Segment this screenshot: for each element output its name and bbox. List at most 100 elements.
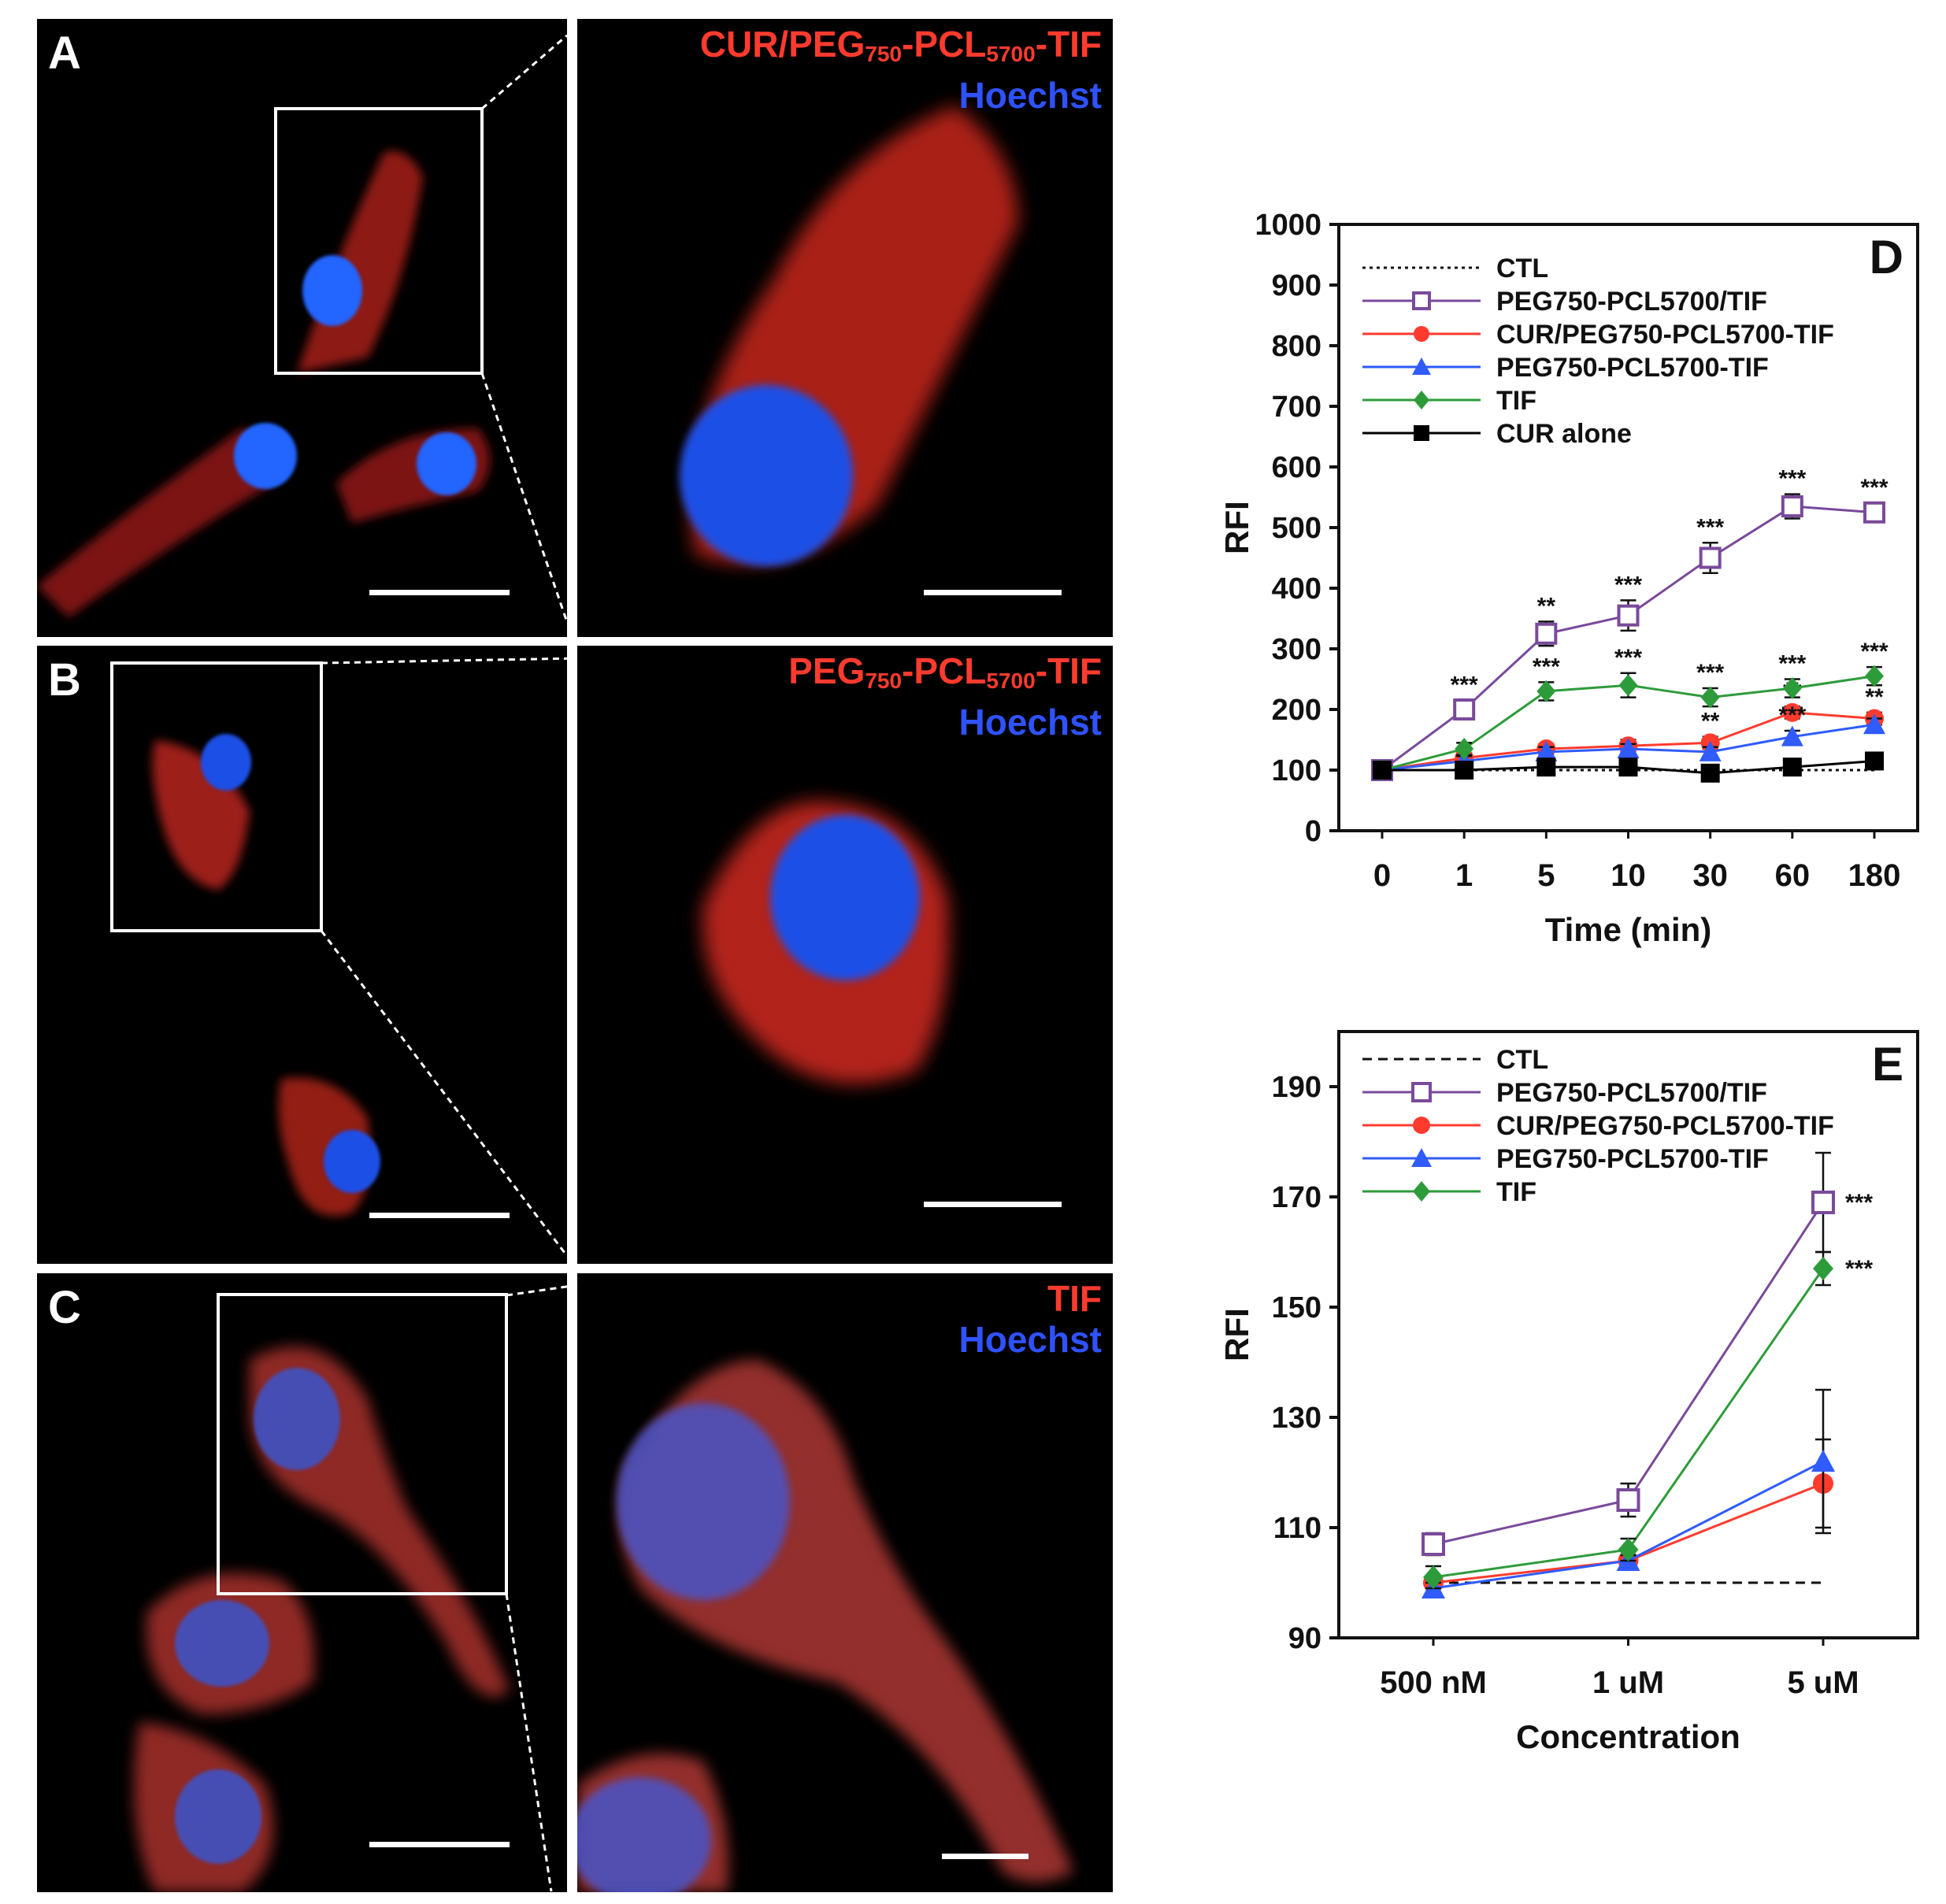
significance-label: *** [1845,1190,1873,1216]
data-point [1700,763,1720,783]
legend-marker [1412,357,1431,375]
significance-label: *** [1860,639,1888,665]
data-point [1781,725,1803,746]
legend-entry: CTL [1362,254,1548,283]
data-point [1865,751,1884,771]
data-point [1617,738,1640,759]
y-axis-label: RFI [1218,1308,1255,1361]
stain-legend-a: CUR/PEG750-PCL5700-TIF Hoechst [700,24,1102,116]
y-tick-label: 110 [1273,1512,1321,1545]
counterstain-label-b: Hoechst [958,702,1102,743]
stain-label-c: TIF [1047,1278,1102,1319]
significance-label: *** [1451,672,1478,698]
y-tick-label: 170 [1272,1181,1321,1214]
data-point [1699,546,1722,569]
y-tick-label: 800 [1272,330,1321,363]
x-tick-label: 0 [1373,858,1391,893]
y-tick-label: 150 [1272,1291,1321,1324]
significance-label: ** [1537,593,1556,619]
legend-marker [1414,425,1429,441]
data-point [1782,758,1802,777]
data-point [1782,677,1802,700]
y-tick-label: 200 [1272,694,1321,727]
legend-entry: TIF [1362,1177,1536,1207]
series-line [1381,505,1875,772]
data-point [1813,1257,1833,1280]
y-tick-label: 400 [1272,572,1321,606]
legend-label: PEG750-PCL5700-TIF [1496,1144,1769,1174]
legend-marker [1413,1117,1430,1134]
y-tick-label: 700 [1272,391,1321,424]
significance-label: *** [1696,660,1724,686]
micrograph-c-zoom: TIF Hoechst [577,1273,1113,1892]
data-point [1455,738,1474,761]
stain-label-a: CUR/PEG750-PCL5700-TIF [699,24,1102,66]
significance-label: *** [1778,702,1806,728]
x-tick-label: 10 [1611,858,1646,893]
legend-label: PEG750-PCL5700/TIF [1496,287,1767,317]
x-axis-label: Concentration [1516,1718,1740,1755]
data-point [1536,758,1556,777]
cell-image-a [37,107,490,617]
data-point [1535,740,1558,761]
cell-image-a-zoom [680,106,1018,566]
significance-label: ** [1865,684,1884,710]
significance-label: *** [1696,514,1724,540]
scale-bar [924,1202,1062,1207]
legend-entry: CUR/PEG750-PCL5700-TIF [1362,1111,1834,1141]
data-point [1423,1565,1444,1589]
series-peg750-pcl5700-tif: ************** *** [1371,466,1889,781]
y-tick-label: 0 [1305,815,1321,848]
cell-image-b-zoom [702,801,949,1084]
x-axis-label: Time (min) [1545,911,1712,948]
legend-entry: CTL [1362,1045,1548,1075]
data-point [1863,501,1885,524]
data-point [1618,674,1638,697]
micrograph-c-overview: C [37,1273,567,1892]
stain-legend-c: TIF Hoechst [959,1278,1102,1360]
micrograph-a-zoom: CUR/PEG750-PCL5700-TIF Hoechst [577,19,1113,637]
data-point [1535,622,1558,645]
y-tick-label: 90 [1288,1622,1321,1655]
legend-entry: CUR alone [1362,419,1632,449]
counterstain-label-a: Hoechst [958,75,1102,116]
data-point [1811,1191,1835,1214]
legend-marker [1411,1148,1432,1167]
legend-label: PEG750-PCL5700-TIF [1496,353,1769,383]
series-cur-alone [1373,751,1884,783]
y-tick-label: 1000 [1255,209,1321,242]
legend-entry: TIF [1362,386,1536,416]
legend-label: CTL [1496,1045,1548,1075]
legend-marker [1412,291,1431,310]
cell-image-c-zoom [577,1360,1073,1892]
legend-label: CUR/PEG750-PCL5700-TIF [1496,320,1834,350]
chart-e: 90 110 130 150 170 190 500 nM 1 uM 5 uM Concentra… [1218,1030,1919,1755]
data-point [1863,713,1885,735]
y-tick-label: 100 [1272,754,1321,787]
x-tick-label: 1 uM [1592,1665,1664,1700]
data-point [1618,1538,1639,1561]
x-tick-label: 60 [1775,858,1811,893]
micrograph-b-zoom: PEG750-PCL5700-TIF Hoechst [577,646,1113,1264]
data-point [1618,758,1638,777]
legend-marker [1411,1082,1432,1102]
data-point [1422,1532,1445,1556]
significance-label: *** [1614,572,1642,598]
legend-entry: PEG750-PCL5700/TIF [1362,287,1767,317]
series-tif: *** [1423,1250,1873,1590]
cell-image-b [110,661,380,1216]
cell-image-c [134,1293,510,1892]
x-tick-label: 5 uM [1787,1665,1859,1700]
x-tick-label: 1 [1455,858,1473,893]
significance-label: *** [1860,475,1888,501]
scale-bar [924,590,1062,595]
y-tick-label: 600 [1272,451,1321,484]
x-tick-label: 180 [1848,858,1901,893]
data-point [1699,740,1722,761]
y-tick-label: 190 [1272,1071,1321,1104]
legend-entry: CUR/PEG750-PCL5700-TIF [1362,320,1834,350]
legend-marker [1414,391,1429,409]
scale-bar [369,1213,510,1218]
legend-label: CUR alone [1496,419,1632,449]
data-point [1455,761,1474,780]
